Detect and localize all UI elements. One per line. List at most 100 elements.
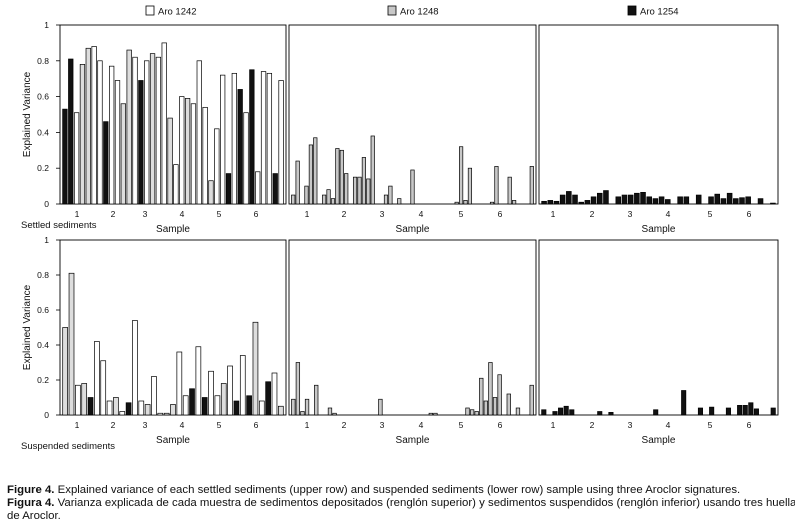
x-tick-label: 6 [254, 209, 259, 219]
x-tick-label: 2 [590, 420, 595, 430]
bar [233, 400, 240, 416]
bar [103, 121, 109, 205]
x-tick-label: 3 [628, 209, 633, 219]
bar [428, 412, 433, 416]
x-axis-title: Sample [156, 224, 190, 235]
bar [208, 370, 214, 416]
legend-swatch [387, 5, 397, 16]
panel-frame [538, 239, 779, 416]
bar [243, 112, 249, 205]
bar [144, 60, 150, 205]
x-tick-label: 1 [551, 209, 556, 219]
bar [697, 407, 703, 416]
bar [529, 166, 534, 205]
bar [68, 272, 75, 416]
bar [278, 405, 284, 416]
x-tick-label: 4 [180, 420, 185, 430]
bar [214, 128, 220, 205]
caption-text-en: Explained variance of each settled sedim… [54, 484, 741, 496]
bar [196, 60, 202, 205]
legend-label: Aro 1242 [158, 7, 197, 18]
bar [733, 198, 739, 205]
bar [492, 397, 498, 416]
bar [615, 196, 622, 205]
y-tick-label: 0.8 [37, 270, 49, 280]
bar [366, 178, 371, 205]
bar [584, 200, 591, 205]
bar [255, 171, 261, 205]
bar [757, 198, 764, 205]
bar [114, 80, 121, 205]
bar [709, 406, 715, 416]
y-tick-label: 0.6 [37, 92, 49, 102]
bar [652, 198, 659, 205]
bar [202, 106, 208, 205]
bar [677, 196, 683, 205]
bar [326, 189, 331, 205]
caption-spanish: Figura 4. Varianza explicada de cada mue… [7, 497, 795, 510]
bar [572, 194, 578, 205]
bar [249, 69, 255, 205]
bar [182, 395, 189, 416]
bar [260, 71, 267, 205]
bar [220, 383, 227, 416]
bar [714, 193, 721, 205]
bar [79, 64, 86, 205]
bar [725, 407, 731, 416]
x-tick-label: 5 [708, 209, 713, 219]
x-tick-label: 6 [498, 209, 503, 219]
x-tick-label: 6 [747, 420, 752, 430]
bar [683, 196, 690, 205]
bar [308, 144, 313, 205]
bar [344, 173, 349, 205]
bar [459, 146, 464, 205]
bar [149, 53, 156, 205]
bar [483, 400, 488, 416]
bar [357, 176, 362, 205]
bar [515, 407, 521, 416]
x-tick-label: 2 [111, 420, 116, 430]
y-tick-label: 0.8 [37, 56, 49, 66]
bar [189, 388, 195, 416]
bar [265, 381, 271, 416]
bar [75, 384, 81, 416]
bar [322, 194, 327, 205]
x-axis-title: Sample [396, 224, 430, 235]
x-axis-title: Sample [642, 224, 676, 235]
bar [465, 407, 470, 416]
figure-4-chart: Aro 1242 Aro 1248 Aro 1254 Explained Varian… [21, 5, 779, 452]
bar [658, 196, 665, 205]
bar [291, 194, 296, 205]
x-tick-label: 2 [111, 209, 116, 219]
x-tick-label: 1 [551, 420, 556, 430]
bar [314, 384, 319, 416]
bar [745, 196, 751, 205]
bar [640, 192, 646, 205]
bar [590, 196, 597, 205]
x-tick-label: 3 [143, 420, 148, 430]
legend-swatch [145, 5, 155, 16]
bar [155, 56, 162, 205]
y-tick-label: 1 [44, 235, 49, 245]
x-tick-label: 1 [305, 209, 310, 219]
bar [291, 398, 296, 416]
bar [195, 346, 202, 416]
bar [547, 200, 554, 205]
bar [278, 80, 284, 205]
x-tick-label: 4 [666, 209, 671, 219]
bar [506, 393, 511, 416]
y-tick-label: 1 [44, 20, 49, 30]
bar [231, 72, 237, 205]
bar [634, 192, 640, 205]
bar [208, 180, 214, 205]
bar [463, 200, 468, 205]
x-tick-label: 2 [342, 209, 347, 219]
bar [295, 160, 300, 205]
bar [113, 397, 119, 416]
bar [304, 398, 310, 416]
x-tick-label: 5 [459, 420, 464, 430]
bar [383, 194, 389, 205]
caption-english: Figure 4. Explained variance of each set… [7, 484, 740, 497]
y-axis-title: Explained Variance [22, 284, 33, 370]
x-tick-label: 1 [75, 420, 80, 430]
